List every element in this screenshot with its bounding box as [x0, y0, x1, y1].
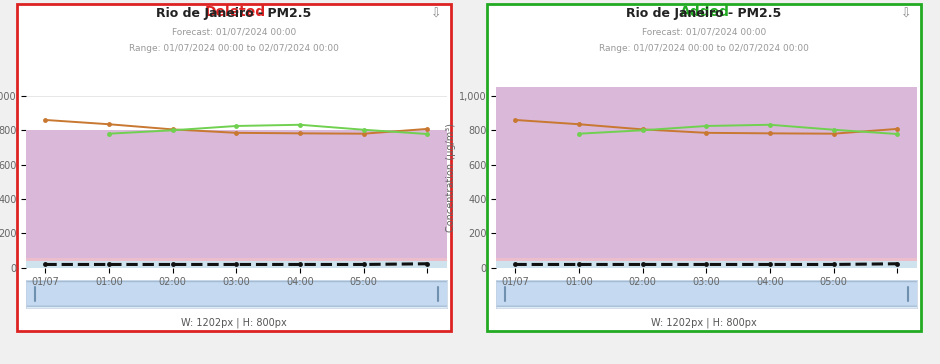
Text: Deleted: Deleted — [204, 5, 266, 19]
Bar — [26, 130, 446, 268]
FancyBboxPatch shape — [16, 282, 457, 306]
Bar — [496, 261, 916, 268]
Text: Rio de Janeiro - PM2.5: Rio de Janeiro - PM2.5 — [156, 7, 312, 20]
Text: Forecast: 01/07/2024 00:00: Forecast: 01/07/2024 00:00 — [172, 27, 296, 36]
Bar — [26, 261, 446, 268]
Bar — [26, 258, 446, 268]
Bar — [496, 258, 916, 268]
Text: Forecast: 01/07/2024 00:00: Forecast: 01/07/2024 00:00 — [642, 27, 766, 36]
Text: ⇩: ⇩ — [901, 7, 912, 20]
Text: ⇩: ⇩ — [431, 7, 442, 20]
FancyBboxPatch shape — [486, 282, 927, 306]
Text: W: 1202px | H: 800px: W: 1202px | H: 800px — [651, 317, 757, 328]
Text: Rio de Janeiro - PM2.5: Rio de Janeiro - PM2.5 — [626, 7, 782, 20]
Text: Range: 01/07/2024 00:00 to 02/07/2024 00:00: Range: 01/07/2024 00:00 to 02/07/2024 00… — [599, 44, 809, 53]
Text: Range: 01/07/2024 00:00 to 02/07/2024 00:00: Range: 01/07/2024 00:00 to 02/07/2024 00… — [129, 44, 339, 53]
Text: W: 1202px | H: 800px: W: 1202px | H: 800px — [181, 317, 287, 328]
Y-axis label: Concentration (μg/m³): Concentration (μg/m³) — [446, 123, 456, 232]
Bar — [496, 87, 916, 268]
Text: Added: Added — [680, 5, 730, 19]
